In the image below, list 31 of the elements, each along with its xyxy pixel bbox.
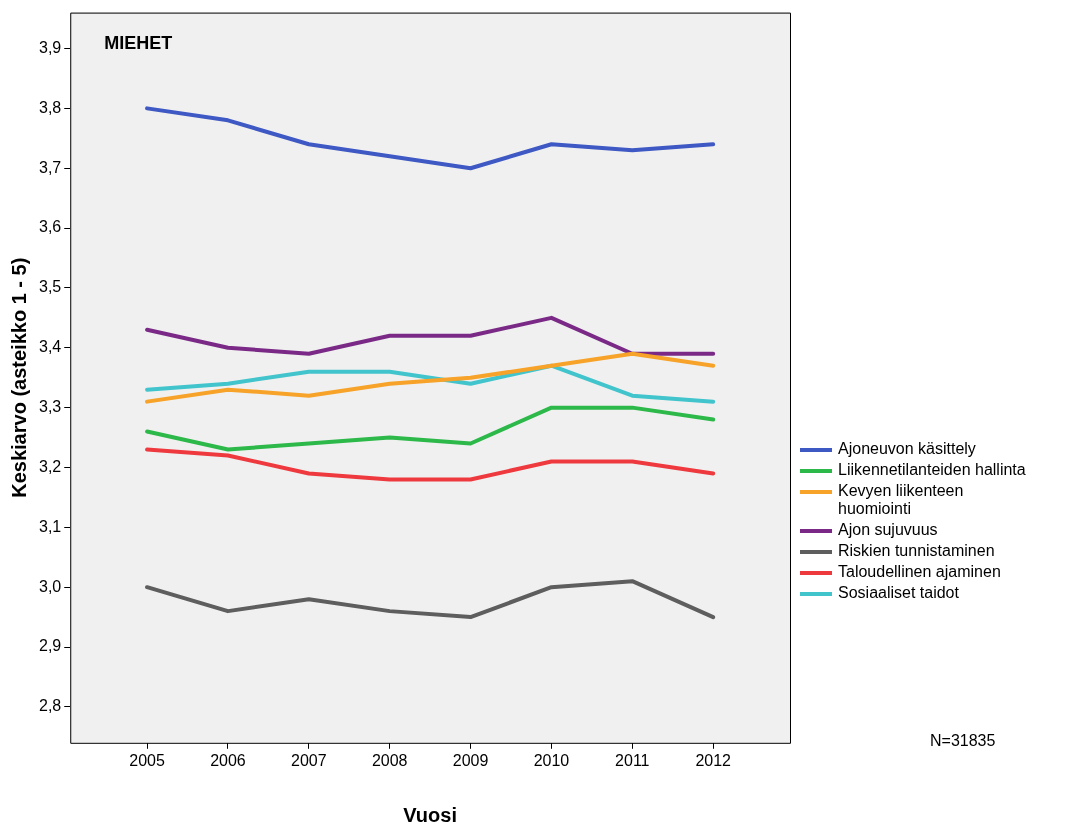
x-tick-label: 2009 <box>452 751 489 769</box>
x-tick-label: 2005 <box>129 751 165 769</box>
x-tick-label: 2007 <box>291 751 327 769</box>
legend-label: Kevyen liikenteen huomiointi <box>838 482 965 518</box>
legend-label: Taloudellinen ajaminen <box>838 563 1001 581</box>
y-tick-label: 3,7 <box>38 158 62 176</box>
y-tick-label: 3,6 <box>38 218 62 236</box>
y-tick-label: 3,0 <box>38 577 62 595</box>
x-tick-label: 2012 <box>695 751 732 769</box>
y-tick-label: 3,4 <box>38 338 62 356</box>
text: MIEHET <box>104 32 173 53</box>
legend-label: Ajoneuvon käsittely <box>838 440 976 458</box>
y-axis-title: Keskiarvo (asteikko 1 - 5) <box>7 257 30 498</box>
legend-label: Liikennetilanteiden hallinta <box>838 461 1026 479</box>
x-tick-label: 2010 <box>533 751 570 769</box>
y-tick-label: 3,3 <box>38 398 62 416</box>
y-tick-label: 3,8 <box>38 98 62 116</box>
x-axis-title: Vuosi <box>403 803 457 826</box>
y-tick-label: 2,8 <box>38 697 62 715</box>
x-tick-label: 2006 <box>210 751 246 769</box>
y-tick-label: 3,5 <box>38 278 62 296</box>
x-tick-label: 2008 <box>371 751 408 769</box>
legend-label: Sosiaaliset taidot <box>838 584 959 602</box>
y-tick-label: 3,2 <box>38 457 62 475</box>
y-tick-label: 3,9 <box>38 38 62 56</box>
text: N=31835 <box>930 732 996 750</box>
y-tick-label: 2,9 <box>38 637 62 655</box>
legend-label: Riskien tunnistaminen <box>838 542 995 560</box>
legend-label: Ajon sujuvuus <box>838 521 938 539</box>
x-tick-label: 2011 <box>615 751 650 769</box>
y-tick-label: 3,1 <box>38 517 62 535</box>
